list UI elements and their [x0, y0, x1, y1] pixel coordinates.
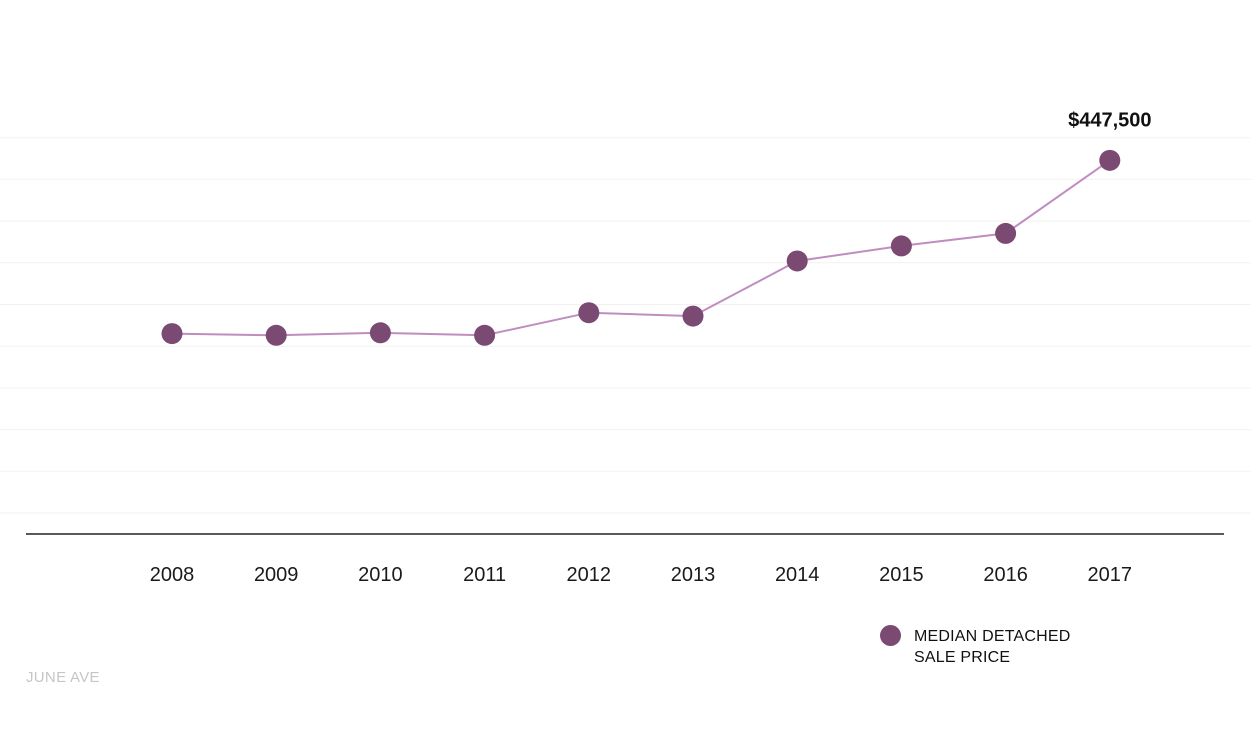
gridlines	[0, 137, 1251, 514]
legend-marker-icon	[880, 625, 901, 646]
data-label: $447,500	[1068, 109, 1151, 131]
x-tick-label: 2011	[463, 564, 506, 586]
x-tick-label: 2013	[671, 564, 716, 586]
x-tick-label: 2008	[150, 564, 195, 586]
data-point	[161, 323, 183, 345]
watermark: JUNE AVE	[26, 669, 100, 686]
data-point	[369, 322, 391, 344]
legend-label: MEDIAN DETACHED SALE PRICE	[914, 626, 1104, 668]
data-labels: $447,500	[1068, 109, 1151, 131]
x-tick-label: 2015	[879, 564, 924, 586]
series-line	[171, 159, 1111, 337]
legend-label-line-2: SALE PRICE	[914, 649, 1011, 666]
data-point	[682, 305, 704, 327]
data-point	[995, 222, 1017, 244]
x-tick-label: 2010	[358, 564, 403, 586]
data-point	[474, 324, 496, 346]
data-point	[578, 302, 600, 324]
x-tick-label: 2014	[775, 564, 820, 586]
series-points	[161, 149, 1121, 346]
legend: MEDIAN DETACHED SALE PRICE	[880, 625, 1104, 668]
x-tick-label: 2012	[567, 564, 612, 586]
data-point	[786, 250, 808, 272]
data-point	[890, 235, 912, 257]
x-axis-tick-labels: 2008 2009 2010 2011 2012 2013 2014 2015 2016 2017	[150, 564, 1132, 586]
x-tick-label: 2009	[254, 564, 299, 586]
x-tick-label: 2017	[1088, 564, 1133, 586]
data-point	[1099, 149, 1121, 171]
legend-label-line-1: MEDIAN DETACHED	[914, 628, 1071, 645]
series-line-group	[171, 159, 1111, 337]
x-tick-label: 2016	[983, 564, 1028, 586]
data-point	[265, 324, 287, 346]
